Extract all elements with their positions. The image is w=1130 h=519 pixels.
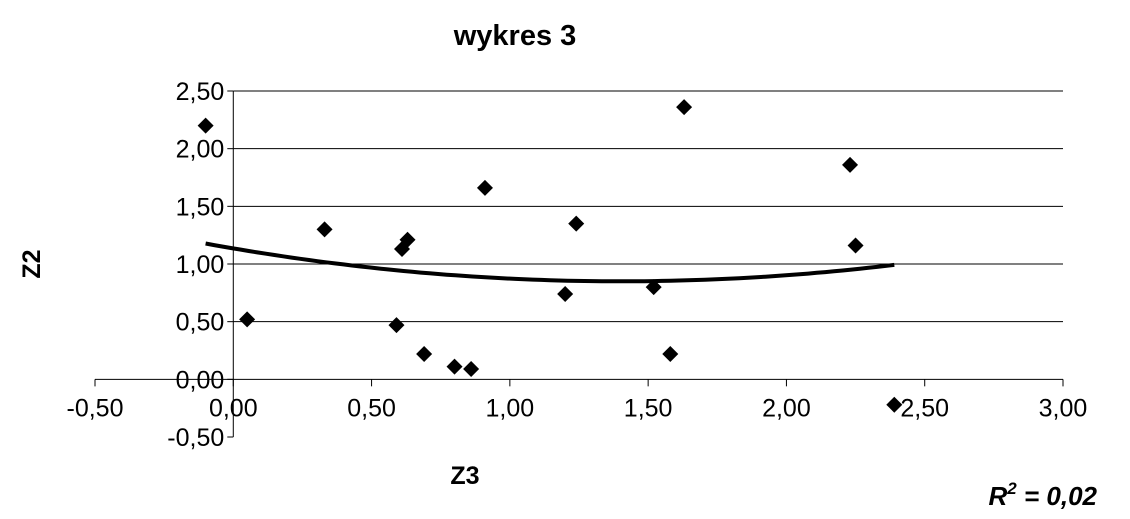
y-tick-label: 0,00 [176,366,225,394]
data-point [645,279,662,296]
x-tick-label: 0,50 [347,394,396,422]
y-tick-label: 1,50 [176,193,225,221]
y-tick-label: 2,00 [176,136,225,164]
x-tick-label: 2,50 [900,394,949,422]
data-point [842,156,859,173]
trendline-group [205,241,895,284]
x-axis-title: Z3 [450,462,479,490]
data-point [676,99,693,116]
chart-title: wykres 3 [453,20,577,52]
trendline [205,241,895,284]
data-point [476,179,493,196]
x-tick-label: -0,50 [67,394,124,422]
gridlines [233,90,1063,323]
data-point [886,396,903,413]
data-point [316,221,333,238]
data-point [239,311,256,328]
axes [94,90,1064,438]
data-point [388,317,405,334]
data-point [399,231,416,248]
data-points [197,99,903,413]
data-point [568,215,585,232]
data-point [662,345,679,362]
data-point [416,345,433,362]
tick-labels: -0,500,000,501,001,502,002,50-0,50 0,00 0,… [67,78,1088,452]
y-axis-title: Z2 [18,249,46,278]
y-tick-label: 2,50 [176,78,225,106]
x-tick-label: 3,00 [1039,394,1088,422]
y-tick-label: 0,50 [176,309,225,337]
data-point [197,117,214,134]
r-squared-symbol: R [989,481,1008,511]
data-point [463,360,480,377]
r-squared-value: = 0,02 [1017,481,1098,511]
r-squared-label: R2 = 0,02 [989,479,1098,511]
y-tick-label: -0,50 [167,424,224,452]
data-point [557,285,574,302]
data-point [847,237,864,254]
data-point [446,358,463,375]
x-tick-label: 0,00 [209,394,258,422]
r-squared-exponent: 2 [1006,479,1017,498]
x-tick-label: 2,00 [762,394,811,422]
x-tick-label: 1,50 [624,394,673,422]
x-tick-label: 1,00 [486,394,535,422]
y-tick-label: 1,00 [176,251,225,279]
